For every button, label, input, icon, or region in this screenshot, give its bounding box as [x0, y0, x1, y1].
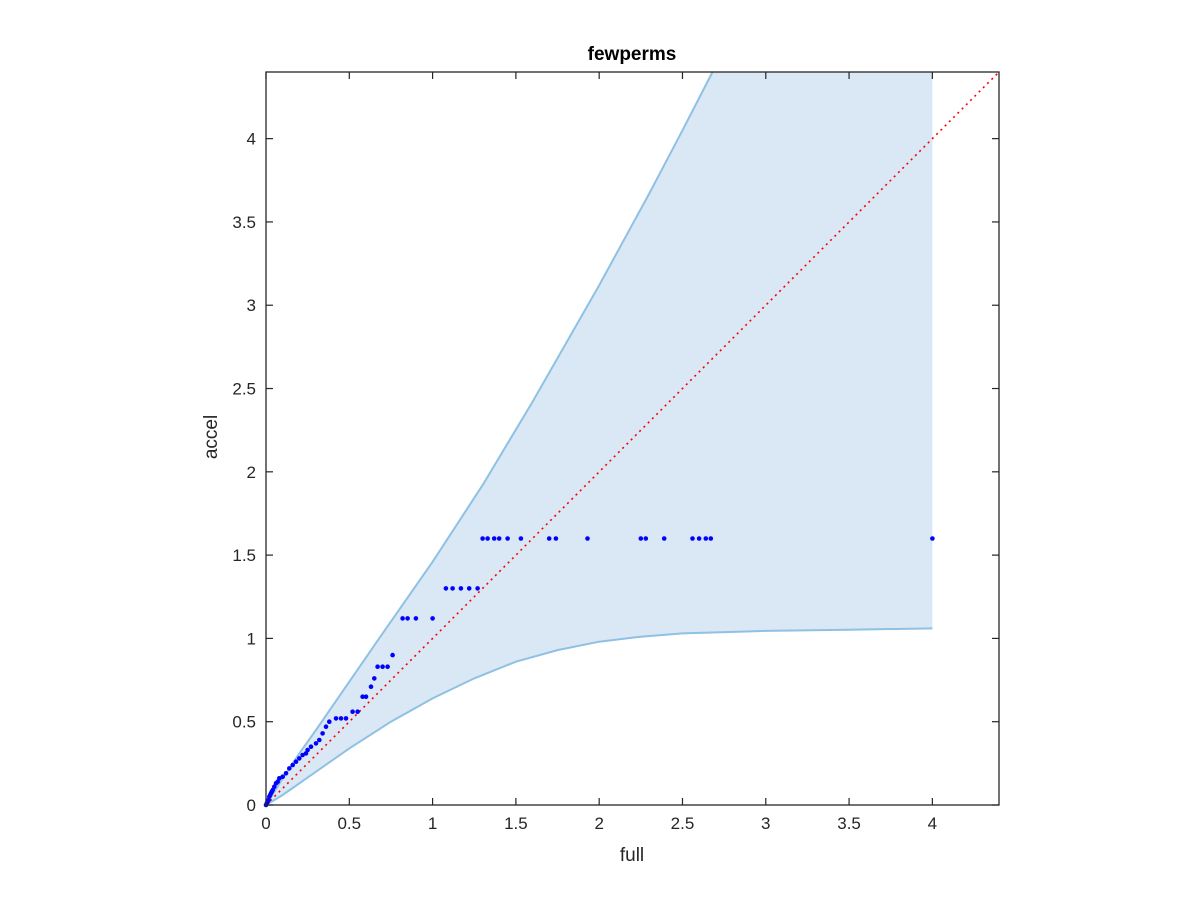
- data-point: [293, 759, 299, 764]
- data-point: [305, 747, 310, 753]
- data-point: [485, 536, 490, 541]
- data-point: [450, 586, 455, 591]
- data-point: [350, 709, 355, 714]
- band-fill: [266, 72, 933, 805]
- plot-box: [265, 71, 1000, 806]
- data-point: [360, 694, 365, 699]
- data-point: [320, 731, 325, 736]
- data-point: [930, 536, 935, 541]
- data-point: [363, 694, 369, 699]
- data-point: [708, 536, 714, 541]
- y-tick-label: 2: [247, 463, 256, 482]
- x-tick-label: 1.5: [504, 814, 528, 833]
- data-point: [585, 536, 590, 541]
- band-lower-edge: [265, 627, 933, 806]
- x-tick-label: 3: [761, 814, 770, 833]
- data-point: [553, 536, 559, 541]
- data-point: [372, 676, 377, 681]
- data-point: [546, 536, 552, 541]
- y-tick-label: 1.5: [232, 546, 256, 565]
- data-point: [430, 616, 435, 621]
- data-point: [333, 716, 339, 721]
- x-tick-label: 1: [428, 814, 437, 833]
- data-point: [496, 536, 502, 541]
- data-point: [690, 536, 695, 541]
- data-point: [638, 536, 644, 541]
- data-point: [696, 536, 702, 541]
- data-point: [375, 664, 380, 669]
- data-point: [290, 762, 296, 768]
- data-point: [287, 766, 292, 771]
- data-point: [338, 716, 344, 721]
- data-point: [343, 716, 349, 721]
- y-tick-label: 3.5: [232, 213, 256, 232]
- x-axis-label: full: [620, 845, 644, 866]
- y-tick-label: 4: [247, 130, 256, 149]
- x-tick-label: 0.5: [337, 814, 361, 833]
- data-point: [458, 586, 464, 591]
- confidence-band: [265, 71, 933, 806]
- x-tick-label: 0: [261, 814, 270, 833]
- data-point: [297, 756, 302, 761]
- data-point: [518, 536, 524, 541]
- y-tick-label: 2.5: [232, 380, 256, 399]
- data-point: [475, 586, 480, 591]
- x-tick-label: 3.5: [837, 814, 861, 833]
- data-point: [283, 771, 289, 776]
- y-tick-label: 3: [247, 296, 256, 315]
- data-point: [380, 664, 385, 669]
- data-point: [308, 744, 314, 749]
- data-point: [491, 536, 497, 541]
- data-point: [661, 536, 667, 541]
- data-point: [280, 774, 286, 779]
- data-point: [703, 536, 709, 541]
- data-point: [466, 586, 472, 591]
- tick-labels: 0 0.5 1 1.5 2 2.5 3 3.5 4 0 0.5 1 1.5 2 2.5 3 3.5 4: [232, 130, 937, 833]
- data-point: [405, 616, 410, 621]
- data-point: [413, 616, 419, 621]
- data-point: [317, 737, 322, 743]
- band-upper-edge: [265, 71, 714, 806]
- data-point: [272, 784, 277, 789]
- data-point: [313, 741, 319, 746]
- data-point: [400, 616, 405, 621]
- x-tick-label: 4: [928, 814, 937, 833]
- tick-marks: [265, 72, 999, 806]
- data-point: [390, 652, 395, 658]
- x-tick-label: 2: [594, 814, 603, 833]
- y-tick-label: 0: [247, 796, 256, 815]
- data-point: [505, 536, 510, 541]
- chart-title: fewperms: [588, 44, 677, 65]
- data-points: [263, 536, 935, 808]
- y-axis-label: accel: [201, 415, 222, 459]
- data-point: [355, 709, 360, 714]
- x-tick-label: 2.5: [671, 814, 695, 833]
- y-tick-label: 1: [247, 629, 256, 648]
- axes: [265, 71, 1000, 806]
- data-point: [368, 684, 374, 689]
- data-point: [323, 724, 329, 729]
- data-point: [643, 536, 649, 541]
- data-point: [443, 586, 449, 591]
- data-point: [385, 664, 390, 669]
- data-point: [327, 719, 332, 724]
- data-point: [480, 536, 485, 541]
- y-tick-label: 0.5: [232, 713, 256, 732]
